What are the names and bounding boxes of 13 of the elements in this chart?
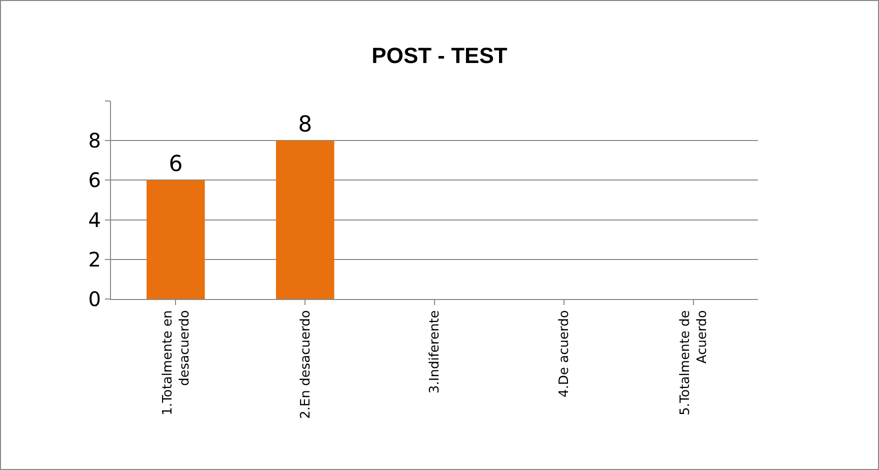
y-tick-label: 6 bbox=[88, 168, 101, 192]
y-tick-label: 8 bbox=[88, 128, 101, 153]
data-label: 8 bbox=[298, 112, 312, 138]
chart-title: POST - TEST bbox=[372, 43, 508, 68]
x-tick-label: 1.Totalmente en desacuerdo bbox=[160, 310, 192, 416]
data-label: 6 bbox=[168, 152, 183, 178]
x-tick-label: 4.De acuerdo bbox=[557, 310, 572, 398]
y-tick-label: 4 bbox=[88, 208, 101, 232]
x-tick-label: 3.Indiferente bbox=[428, 310, 443, 394]
y-tick-label: 2 bbox=[88, 247, 101, 272]
x-tick-label: 2.En desacuerdo bbox=[298, 310, 314, 419]
y-tick-label: 0 bbox=[88, 287, 101, 311]
x-tick-label: 5.Totalmente de Acuerdo bbox=[678, 310, 710, 416]
